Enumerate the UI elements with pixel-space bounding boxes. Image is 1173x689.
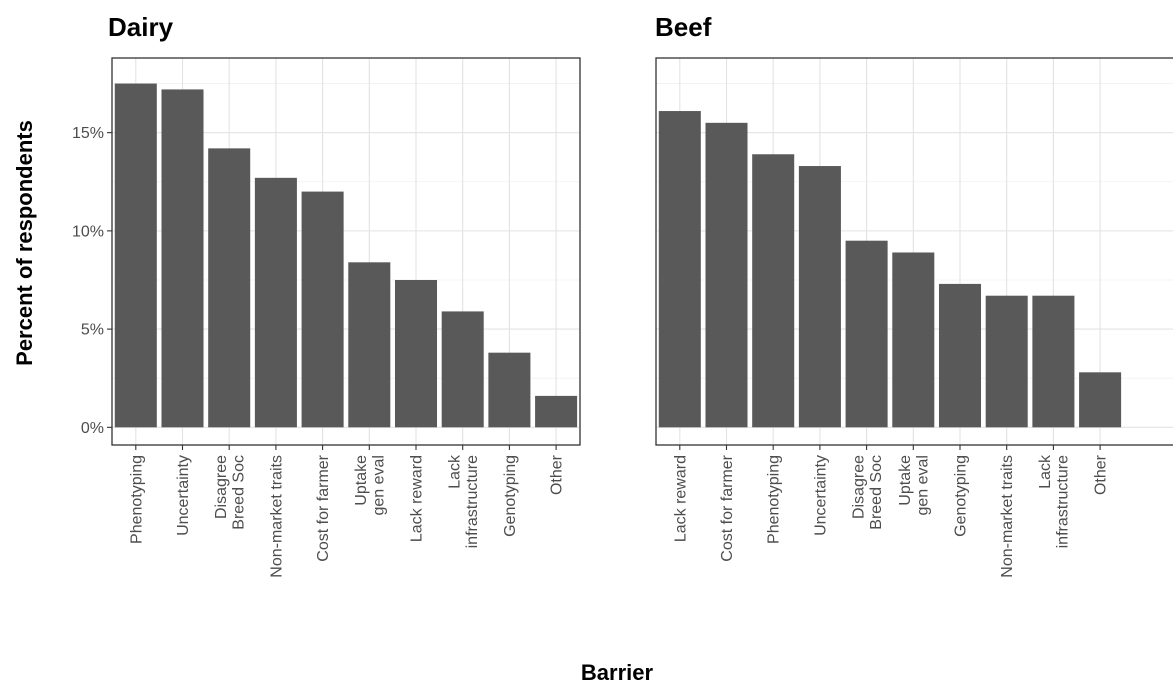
panel-border-dairy: [111, 57, 581, 446]
y-tick-label: 10%: [72, 223, 104, 240]
bar-dairy-9: [535, 395, 578, 428]
bar-dairy-7: [441, 311, 484, 428]
x-tick-label-dairy: Lack reward: [409, 455, 426, 542]
y-tick-label: 0%: [81, 420, 104, 437]
x-tick-label-beef: Lackinfrastructure: [1037, 454, 1072, 548]
x-tick-label-dairy: Cost for farmer: [315, 454, 332, 561]
x-tick-label-dairy: Uncertainty: [175, 455, 192, 536]
x-tick-label-beef: Phenotyping: [766, 455, 783, 544]
chart-panels: Dairy 0% 5% 10% 15% Phenotyping Uncertainty Dis…: [72, 12, 1173, 578]
bar-beef-4: [845, 240, 888, 428]
bar-beef-5: [892, 252, 935, 428]
x-tick-label-beef: Lack reward: [672, 455, 689, 542]
bar-beef-7: [985, 295, 1028, 428]
panel-title-dairy: Dairy: [108, 12, 174, 42]
y-tick-label: 15%: [72, 125, 104, 142]
bar-beef-8: [1032, 295, 1075, 428]
x-tick-label-dairy: DisagreeBreed Soc: [213, 455, 248, 530]
x-tick-label-beef: Cost for farmer: [719, 454, 736, 561]
x-axis-title: Barrier: [581, 660, 654, 684]
bar-beef-1: [705, 122, 748, 428]
bar-beef-2: [752, 154, 795, 428]
bar-beef-9: [1079, 372, 1122, 428]
x-tick-label-beef: DisagreeBreed Soc: [850, 455, 885, 530]
bar-dairy-8: [488, 352, 531, 428]
x-tick-label-beef: Uptakegen eval: [897, 455, 932, 516]
panel-beef: Beef Lack reward Cost for farmer Phenotypin…: [655, 12, 1173, 578]
x-tick-label-dairy: Other: [549, 454, 566, 495]
panel-border-beef: [655, 57, 1173, 446]
bar-dairy-3: [254, 177, 297, 428]
x-tick-label-dairy: Phenotyping: [128, 455, 145, 544]
panel-dairy: Dairy 0% 5% 10% 15% Phenotyping Uncertainty Dis…: [72, 12, 581, 578]
x-tick-label-dairy: Uptakegen eval: [353, 455, 388, 516]
bar-dairy-2: [208, 148, 251, 428]
x-tick-label-beef: Other: [1093, 454, 1110, 495]
bar-beef-6: [938, 283, 982, 428]
panel-plot-area-beef: [656, 58, 1173, 445]
bar-beef-0: [658, 111, 701, 428]
x-tick-label-beef: Non-market traits: [999, 455, 1016, 578]
y-axis-title: Percent of respondents: [12, 120, 37, 366]
bar-dairy-1: [161, 89, 204, 428]
x-tick-label-beef: Uncertainty: [812, 455, 829, 536]
panel-title-beef: Beef: [655, 12, 712, 42]
bar-dairy-4: [301, 191, 344, 428]
x-tick-label-dairy: Non-market traits: [268, 455, 285, 578]
x-tick-label-dairy: Lackinfrastructure: [446, 454, 481, 548]
bar-beef-3: [798, 166, 841, 428]
x-tick-label-dairy: Genotyping: [502, 455, 519, 537]
bar-dairy-0: [114, 83, 157, 428]
bar-dairy-5: [348, 262, 391, 428]
x-tick-label-beef: Genotyping: [953, 455, 970, 537]
panel-plot-area-dairy: [112, 58, 580, 445]
bar-dairy-6: [394, 279, 438, 428]
y-tick-label: 5%: [81, 322, 104, 339]
